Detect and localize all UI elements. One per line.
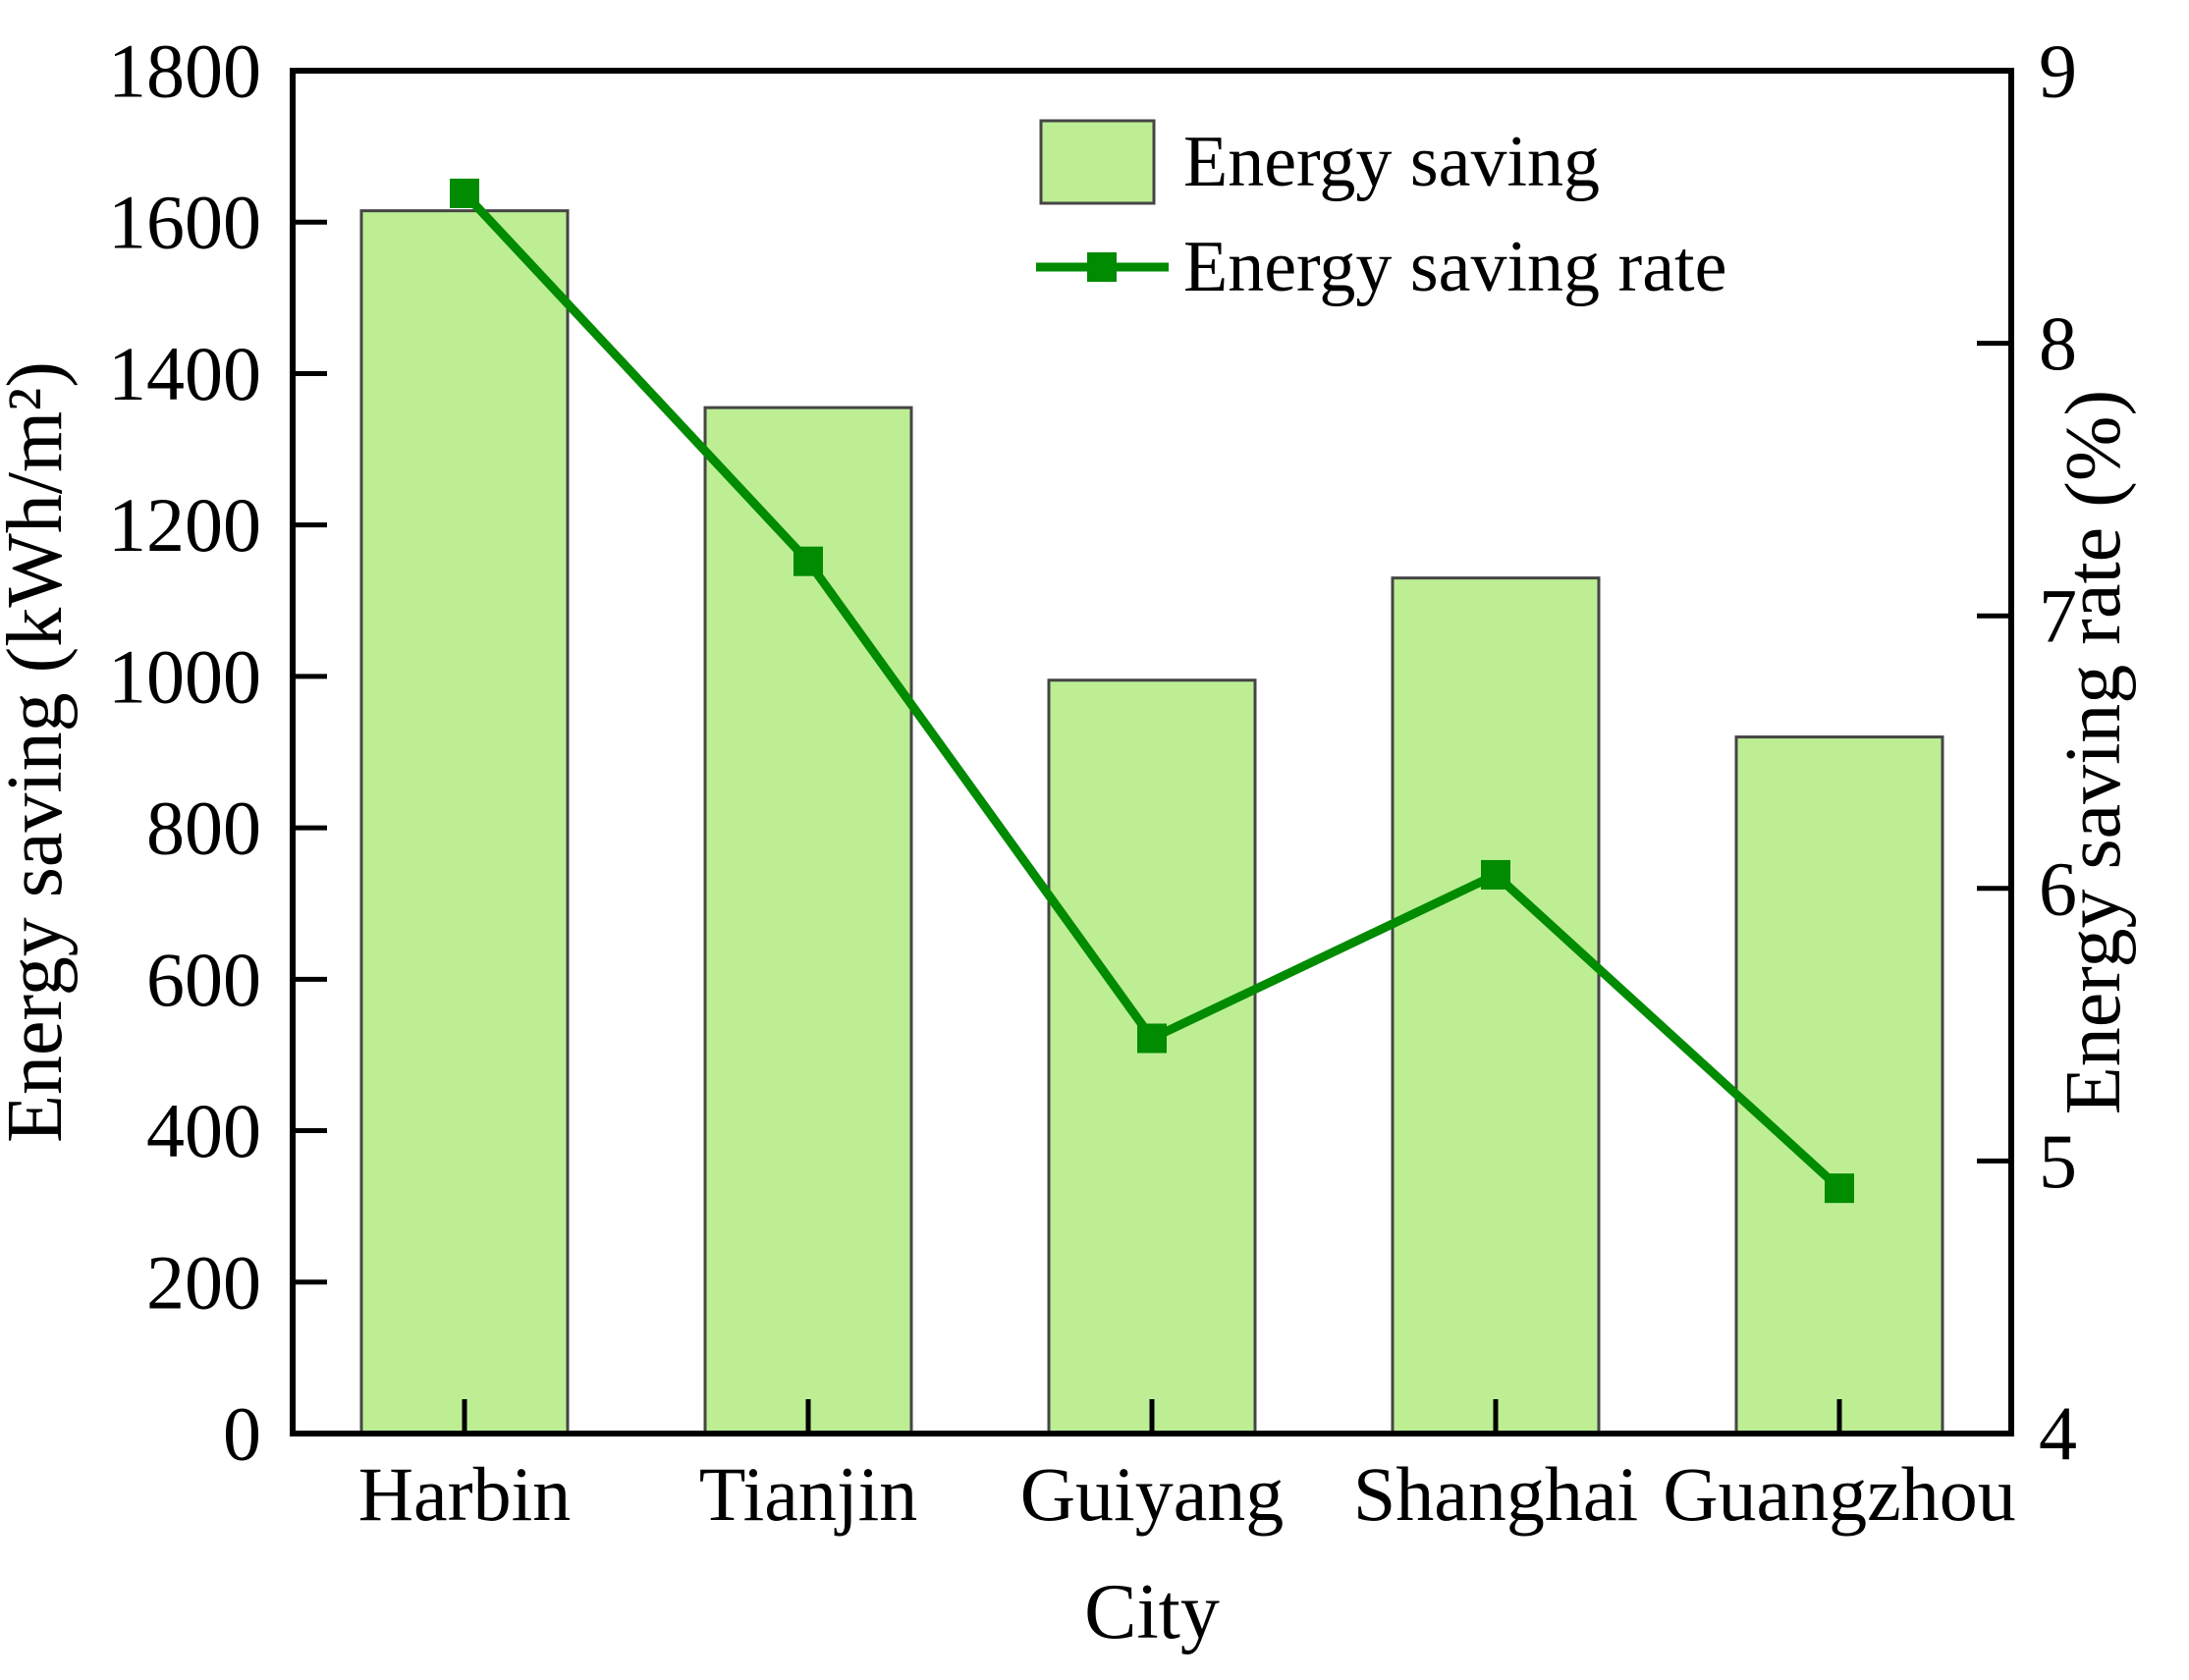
legend-bar-swatch xyxy=(1039,119,1156,205)
right-axis-tick-label: 4 xyxy=(2039,1391,2077,1477)
category-label-guiyang: Guiyang xyxy=(1020,1451,1285,1537)
left-axis-tick-label: 800 xyxy=(146,786,261,871)
left-axis-tick-label: 1200 xyxy=(108,482,261,568)
left-axis-tick-label: 200 xyxy=(146,1239,261,1325)
left-axis-title: Energy saving (kWh/m²) xyxy=(0,361,79,1143)
right-axis: 4 5 6 7 8 9 xyxy=(1977,28,2077,1477)
plot-frame xyxy=(290,68,2014,1436)
right-axis-tick-label: 5 xyxy=(2039,1118,2077,1204)
category-label-guangzhou: Guangzhou xyxy=(1663,1451,2016,1537)
left-axis-tick-label: 1600 xyxy=(108,180,261,265)
right-axis-tick-label: 8 xyxy=(2039,300,2077,386)
rate-markers xyxy=(450,178,1854,1204)
bar-shanghai xyxy=(1391,576,1601,1436)
right-axis-tick-label: 7 xyxy=(2039,573,2077,659)
legend-label-energy-saving-rate: Energy saving rate xyxy=(1183,227,1726,307)
bottom-axis: Harbin Tianjin Guiyang Shanghai Guangzhou xyxy=(358,1399,2016,1537)
right-axis-tick-label: 6 xyxy=(2039,845,2077,931)
bar-guiyang xyxy=(1047,678,1257,1436)
category-label-shanghai: Shanghai xyxy=(1353,1451,1638,1537)
right-axis-title: Energy saving rate (%) xyxy=(2051,390,2137,1114)
left-axis-tick-label: 1800 xyxy=(108,28,261,114)
bar-guangzhou xyxy=(1734,735,1944,1436)
rate-marker-tianjin xyxy=(794,546,823,576)
left-axis-tick-label: 600 xyxy=(146,937,261,1022)
category-label-tianjin: Tianjin xyxy=(699,1451,918,1537)
left-axis-tick-label: 1400 xyxy=(108,331,261,416)
rate-marker-harbin xyxy=(450,178,479,208)
right-axis-tick-label: 9 xyxy=(2039,28,2077,114)
left-axis-tick-label: 400 xyxy=(146,1088,261,1173)
left-axis-tick-label: 0 xyxy=(223,1391,261,1477)
bar-harbin xyxy=(359,209,570,1436)
x-axis-title: City xyxy=(1084,1569,1220,1655)
bar-tianjin xyxy=(703,406,913,1436)
category-label-harbin: Harbin xyxy=(358,1451,572,1537)
legend-marker-swatch xyxy=(1087,252,1117,282)
legend: Energy saving Energy saving rate xyxy=(1036,119,1726,307)
left-axis: 0 200 400 600 800 1000 1200 1400 1600 1800 xyxy=(108,28,327,1477)
left-axis-tick-label: 1000 xyxy=(108,633,261,719)
rate-marker-shanghai xyxy=(1481,859,1510,890)
legend-label-energy-saving: Energy saving xyxy=(1183,122,1600,202)
rate-marker-guangzhou xyxy=(1825,1173,1854,1204)
rate-marker-guiyang xyxy=(1137,1023,1167,1054)
bar-series xyxy=(359,209,1944,1436)
